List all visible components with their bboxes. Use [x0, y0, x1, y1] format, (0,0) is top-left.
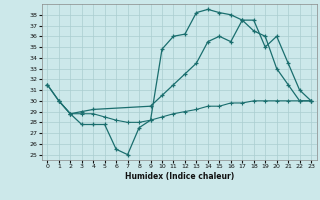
X-axis label: Humidex (Indice chaleur): Humidex (Indice chaleur) [124, 172, 234, 181]
